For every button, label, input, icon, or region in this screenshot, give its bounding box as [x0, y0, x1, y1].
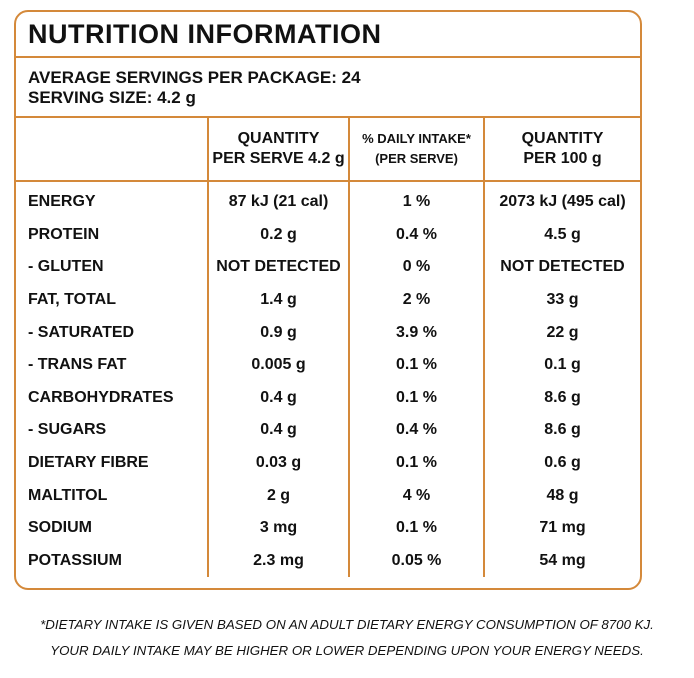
nutrient-value: 33 g	[483, 283, 640, 317]
footnote-line: YOUR DAILY INTAKE MAY BE HIGHER OR LOWER…	[50, 643, 644, 658]
servings-line: AVERAGE SERVINGS PER PACKAGE: 24	[28, 68, 361, 87]
nutrient-name: MALTITOL	[28, 486, 108, 504]
nutrient-value: 0.1 %	[348, 446, 484, 480]
header-line: PER 100 g	[523, 150, 602, 167]
nutrient-value: 8.6 g	[483, 381, 640, 415]
table-row: - SATURATED 0.9 g 3.9 % 22 g	[16, 316, 640, 349]
nutrient-value: 0.1 %	[348, 348, 484, 382]
nutrient-value: 2 %	[348, 283, 484, 317]
table-row: ENERGY 87 kJ (21 cal) 1 % 2073 kJ (495 cal)	[16, 181, 640, 219]
nutrition-panel: NUTRITION INFORMATION AVERAGE SERVINGS P…	[14, 10, 642, 590]
nutrient-name: FAT, TOTAL	[28, 291, 116, 309]
header-row: QUANTITY PER SERVE 4.2 g % DAILY INTAKE* (P…	[16, 118, 640, 182]
nutrient-name: DIETARY FIBRE	[28, 454, 149, 472]
nutrient-value: 0.4 g	[207, 381, 349, 415]
nutrient-value: 8.6 g	[483, 414, 640, 447]
nutrient-value: 0.03 g	[207, 446, 349, 480]
nutrient-value: 2 g	[207, 479, 349, 512]
nutrient-value: 2.3 mg	[207, 544, 349, 578]
nutrient-value: 0.2 g	[207, 218, 349, 252]
nutrient-name: - SUGARS	[28, 421, 107, 439]
nutrient-value: 0.4 g	[207, 414, 349, 447]
nutrient-value: 4 %	[348, 479, 484, 512]
nutrient-value: 0.6 g	[483, 446, 640, 480]
footnote-line: *DIETARY INTAKE IS GIVEN BASED ON AN ADU…	[40, 617, 654, 632]
table-header: QUANTITY PER SERVE 4.2 g % DAILY INTAKE* (P…	[16, 118, 640, 182]
nutrient-value: 0.005 g	[207, 348, 349, 382]
table-row: - GLUTEN NOT DETECTED 0 % NOT DETECTED	[16, 251, 640, 284]
nutrient-value: 0 %	[348, 251, 484, 284]
table-row: SODIUM 3 mg 0.1 % 71 mg	[16, 511, 640, 545]
header-cell	[16, 118, 208, 182]
nutrient-value: 71 mg	[483, 511, 640, 545]
nutrient-value: 4.5 g	[483, 218, 640, 252]
servings-line: SERVING SIZE: 4.2 g	[28, 88, 196, 107]
nutrient-value: 0.1 g	[483, 348, 640, 382]
nutrient-value: 54 mg	[483, 544, 640, 578]
nutrient-value: 1 %	[348, 181, 484, 219]
nutrient-value: 48 g	[483, 479, 640, 512]
nutrient-name: ENERGY	[28, 193, 96, 211]
servings: AVERAGE SERVINGS PER PACKAGE: 24 SERVING…	[16, 58, 640, 118]
nutrient-value: 3.9 %	[348, 316, 484, 349]
table-row: POTASSIUM 2.3 mg 0.05 % 54 mg	[16, 544, 640, 578]
nutrient-name: CARBOHYDRATES	[28, 388, 174, 406]
nutrient-name: - TRANS FAT	[28, 356, 127, 374]
table-body: ENERGY 87 kJ (21 cal) 1 % 2073 kJ (495 cal)…	[16, 181, 640, 578]
header-line: (PER SERVE)	[375, 151, 458, 166]
header-line: QUANTITY	[521, 130, 604, 147]
nutrient-value: 87 kJ (21 cal)	[207, 181, 349, 219]
nutrient-value: 0.1 %	[348, 381, 484, 415]
header-cell: % DAILY INTAKE* (PER SERVE)	[348, 118, 484, 182]
header-cell: QUANTITY PER 100 g	[483, 118, 640, 182]
table-row: - SUGARS 0.4 g 0.4 % 8.6 g	[16, 414, 640, 447]
header-line: PER SERVE 4.2 g	[212, 150, 345, 167]
nutrient-value: 0.1 %	[348, 511, 484, 545]
nutrient-value: 22 g	[483, 316, 640, 349]
nutrient-value: NOT DETECTED	[207, 251, 349, 284]
table-row: CARBOHYDRATES 0.4 g 0.1 % 8.6 g	[16, 381, 640, 415]
nutrient-value: 0.4 %	[348, 218, 484, 252]
nutrient-value: 3 mg	[207, 511, 349, 545]
nutrient-name: POTASSIUM	[28, 551, 122, 569]
table-row: - TRANS FAT 0.005 g 0.1 % 0.1 g	[16, 348, 640, 382]
header-line: % DAILY INTAKE*	[362, 131, 471, 146]
nutrient-name: SODIUM	[28, 519, 92, 537]
table-row: PROTEIN 0.2 g 0.4 % 4.5 g	[16, 218, 640, 252]
nutrient-value: 0.4 %	[348, 414, 484, 447]
header-line: QUANTITY	[237, 130, 320, 147]
title: NUTRITION INFORMATION	[16, 12, 640, 58]
nutrition-table: QUANTITY PER SERVE 4.2 g % DAILY INTAKE* (P…	[16, 118, 640, 578]
nutrient-value: 0.05 %	[348, 544, 484, 578]
nutrient-name: PROTEIN	[28, 225, 100, 243]
nutrient-value: 2073 kJ (495 cal)	[483, 181, 640, 219]
header-cell: QUANTITY PER SERVE 4.2 g	[207, 118, 349, 182]
table-row: DIETARY FIBRE 0.03 g 0.1 % 0.6 g	[16, 446, 640, 480]
nutrient-value: NOT DETECTED	[483, 251, 640, 284]
footnote: *DIETARY INTAKE IS GIVEN BASED ON AN ADU…	[0, 612, 694, 664]
nutrient-value: 1.4 g	[207, 283, 349, 317]
nutrient-name: - SATURATED	[28, 323, 135, 341]
nutrient-name: - GLUTEN	[28, 258, 104, 276]
nutrient-value: 0.9 g	[207, 316, 349, 349]
